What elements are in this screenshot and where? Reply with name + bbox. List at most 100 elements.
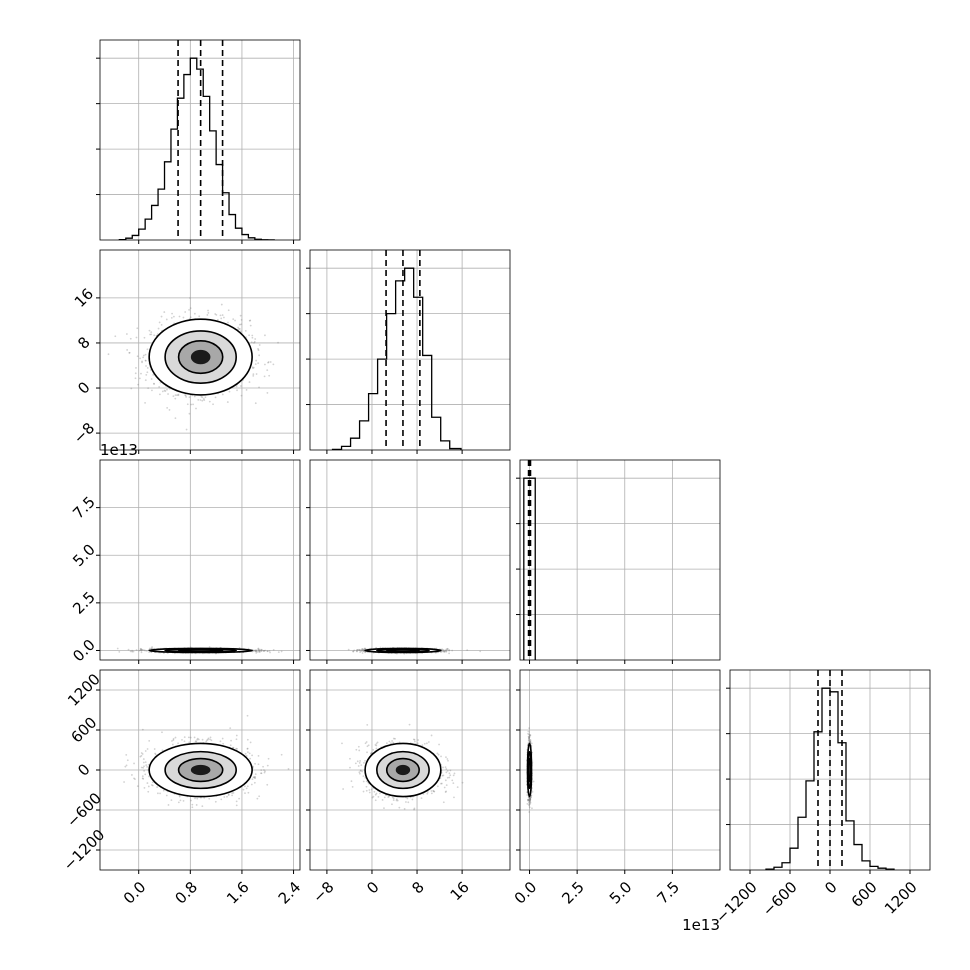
scatter-point xyxy=(185,396,188,398)
scatter-point xyxy=(189,297,191,299)
y-offset-label-2: 1e13 xyxy=(100,441,138,459)
scatter-point xyxy=(185,428,188,431)
scatter-point xyxy=(359,651,362,654)
scatter-point xyxy=(479,650,482,653)
scatter-point xyxy=(260,649,263,652)
scatter-point xyxy=(361,648,364,650)
scatter-point xyxy=(249,319,252,322)
scatter-point xyxy=(448,649,451,652)
scatter-point xyxy=(249,324,252,327)
scatter-point xyxy=(268,374,271,377)
hist-line-2 xyxy=(523,477,536,660)
scatter-point xyxy=(138,649,140,652)
scatter-point xyxy=(107,353,110,356)
scatter-point xyxy=(145,373,148,376)
scatter-point xyxy=(163,389,166,392)
scatter-point xyxy=(201,399,204,402)
scatter-point xyxy=(146,371,149,374)
scatter-point xyxy=(264,649,267,652)
scatter-point xyxy=(238,328,241,330)
scatter-point xyxy=(255,359,258,362)
scatter-point xyxy=(441,648,444,651)
scatter-point xyxy=(159,393,161,396)
scatter-point xyxy=(172,395,175,398)
scatter-point xyxy=(238,646,241,649)
scatter-point xyxy=(446,648,449,651)
scatter-point xyxy=(182,316,185,319)
scatter-point xyxy=(208,646,211,648)
scatter-point xyxy=(258,344,261,346)
scatter-1-0 xyxy=(107,297,279,431)
scatter-point xyxy=(204,396,207,399)
scatter-point xyxy=(257,647,260,650)
scatter-point xyxy=(207,312,210,314)
frame-0-0 xyxy=(99,39,301,241)
scatter-point xyxy=(252,366,255,369)
scatter-point xyxy=(251,366,254,369)
scatter-point xyxy=(362,648,365,651)
scatter-point xyxy=(153,334,156,337)
contour-2-0-3 xyxy=(190,650,211,651)
scatter-point xyxy=(174,397,177,400)
scatter-point xyxy=(143,336,146,339)
scatter-point xyxy=(146,348,149,351)
scatter-point xyxy=(254,338,257,340)
scatter-point xyxy=(356,648,359,651)
scatter-point xyxy=(151,646,153,648)
scatter-point xyxy=(212,403,214,406)
scatter-point xyxy=(165,318,168,321)
scatter-point xyxy=(252,374,255,377)
scatter-point xyxy=(150,378,153,380)
scatter-point xyxy=(443,650,446,653)
scatter-point xyxy=(146,748,149,750)
scatter-point xyxy=(363,648,366,651)
scatter-point xyxy=(266,650,269,653)
scatter-point xyxy=(269,361,272,363)
scatter-point xyxy=(202,398,205,400)
scatter-point xyxy=(226,401,229,403)
scatter-point xyxy=(357,648,360,651)
scatter-point xyxy=(149,333,151,336)
scatter-point xyxy=(451,649,454,652)
scatter-point xyxy=(216,318,219,321)
scatter-point xyxy=(136,355,139,358)
scatter-point xyxy=(130,387,133,390)
scatter-point xyxy=(215,313,218,316)
scatter-point xyxy=(140,649,143,651)
scatter-point xyxy=(255,373,258,375)
scatter-point xyxy=(256,650,259,653)
scatter-point xyxy=(446,647,449,650)
scatter-point xyxy=(445,649,447,652)
scatter-point xyxy=(264,363,266,366)
scatter-point xyxy=(170,316,173,319)
scatter-point xyxy=(260,648,263,651)
scatter-point xyxy=(174,394,177,397)
scatter-point xyxy=(258,649,261,652)
scatter-point xyxy=(442,650,445,653)
ytick-label-1-3: 16 xyxy=(71,285,97,311)
scatter-point xyxy=(238,328,240,330)
scatter-point xyxy=(197,399,200,401)
scatter-point xyxy=(145,365,147,367)
scatter-point xyxy=(129,337,132,340)
scatter-point xyxy=(266,392,269,394)
scatter-point xyxy=(240,318,243,321)
ytick-label-2-0: 0.0 xyxy=(69,636,99,666)
panel-1-1 xyxy=(306,249,511,454)
scatter-point xyxy=(166,407,169,409)
scatter-point xyxy=(445,650,447,653)
scatter-point xyxy=(207,737,210,740)
scatter-point xyxy=(145,650,148,652)
scatter-point xyxy=(208,400,211,403)
scatter-point xyxy=(361,652,364,654)
scatter-point xyxy=(361,649,364,652)
scatter-point xyxy=(177,394,180,397)
scatter-point xyxy=(198,315,201,318)
scatter-point xyxy=(260,650,263,652)
scatter-point xyxy=(254,402,257,405)
scatter-point xyxy=(262,650,265,652)
scatter-point xyxy=(188,396,191,399)
scatter-point xyxy=(466,649,469,652)
ytick-label-2-1: 2.5 xyxy=(69,588,99,618)
